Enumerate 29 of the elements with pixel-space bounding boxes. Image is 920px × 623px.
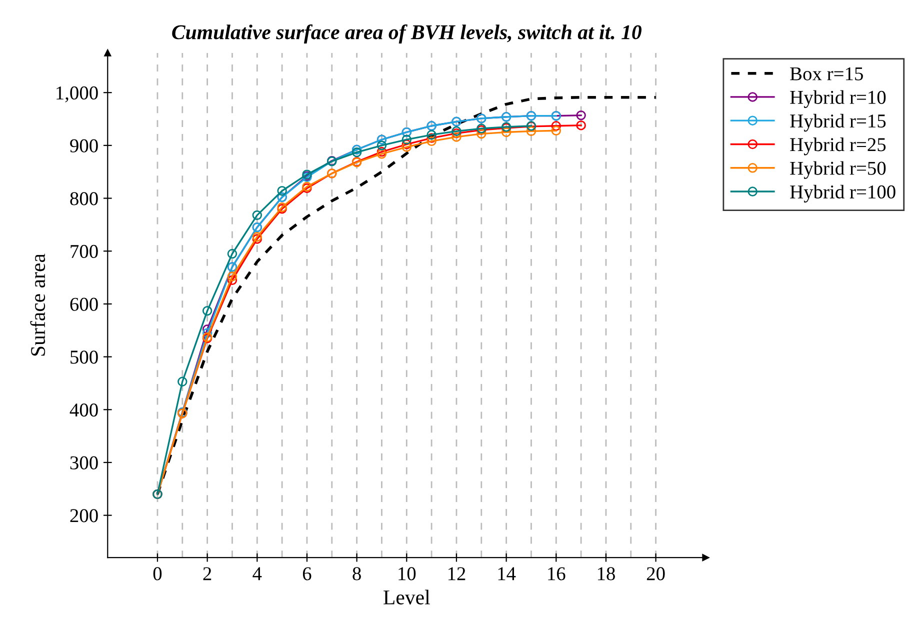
x-tick-label: 6 <box>302 567 312 580</box>
x-tick-label: 4 <box>252 567 262 580</box>
legend-label: Hybrid r=15 <box>790 114 886 132</box>
chart-title: Cumulative surface area of BVH levels, switch at it. 10 <box>172 24 642 44</box>
x-tick-label: 0 <box>153 567 162 580</box>
x-tick-label: 8 <box>352 567 361 580</box>
y-tick-label: 1,000 <box>56 86 98 102</box>
x-tick-label: 18 <box>598 567 615 580</box>
legend-label: Box r=15 <box>790 67 863 80</box>
y-tick-label: 200 <box>70 509 98 522</box>
y-tick-label: 400 <box>70 403 98 417</box>
y-axis-title: Surface area <box>30 254 46 356</box>
y-tick-label: 500 <box>70 350 98 364</box>
y-tick-label: 700 <box>70 244 98 258</box>
y-tick-label: 800 <box>70 192 98 206</box>
x-tick-label: 16 <box>548 567 566 580</box>
x-tick-label: 12 <box>448 567 466 580</box>
y-tick-label: 300 <box>70 456 98 470</box>
legend-label: Hybrid r=100 <box>790 184 896 203</box>
x-tick-label: 14 <box>498 567 516 580</box>
y-tick-label: 600 <box>70 298 98 311</box>
legend-label: Hybrid r=50 <box>790 161 886 179</box>
x-tick-label: 20 <box>646 567 665 580</box>
x-axis-title: Level <box>384 590 430 604</box>
y-tick-label: 900 <box>70 139 98 152</box>
legend-label: Hybrid r=25 <box>790 138 886 156</box>
x-tick-label: 2 <box>203 567 212 580</box>
legend-label: Hybrid r=10 <box>790 90 886 108</box>
x-tick-label: 10 <box>398 567 416 580</box>
